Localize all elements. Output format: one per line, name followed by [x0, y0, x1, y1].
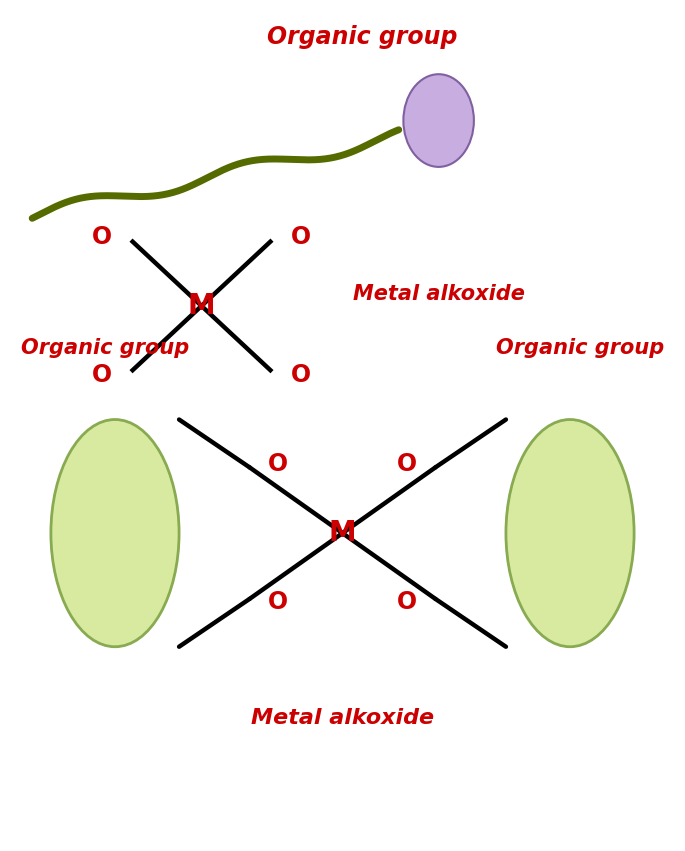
Text: O: O [92, 226, 112, 249]
Text: O: O [268, 590, 288, 614]
Ellipse shape [506, 420, 634, 647]
Text: O: O [397, 453, 417, 477]
Text: O: O [291, 226, 312, 249]
Text: M: M [188, 292, 215, 320]
Text: Organic group: Organic group [21, 338, 190, 357]
Text: O: O [291, 363, 312, 386]
Text: M: M [329, 519, 356, 547]
Text: Organic group: Organic group [495, 338, 664, 357]
Ellipse shape [403, 74, 474, 167]
Text: O: O [397, 590, 417, 614]
Text: O: O [268, 453, 288, 477]
Text: Metal alkoxide: Metal alkoxide [353, 284, 525, 304]
Text: Organic group: Organic group [266, 25, 457, 49]
Text: Metal alkoxide: Metal alkoxide [251, 709, 434, 728]
Text: O: O [92, 363, 112, 386]
Ellipse shape [51, 420, 179, 647]
